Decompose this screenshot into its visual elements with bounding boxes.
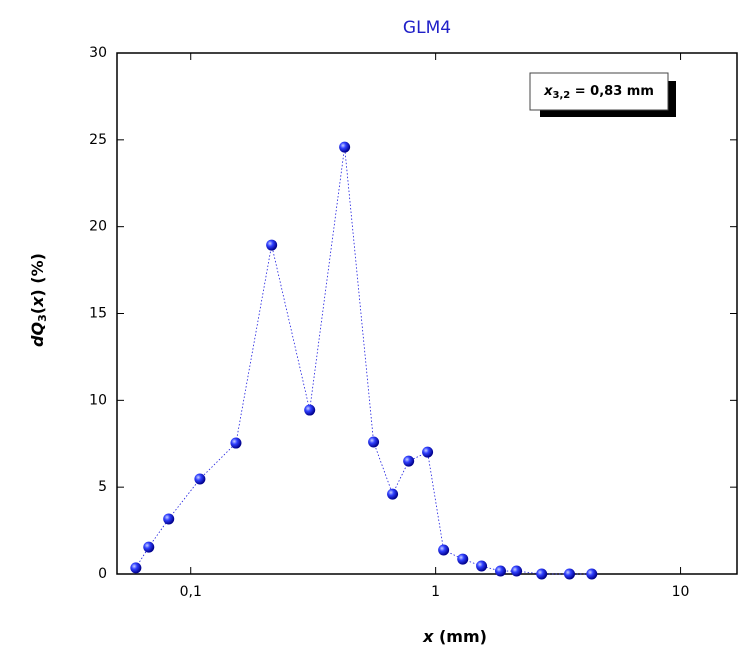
y-tick-label: 20: [89, 219, 107, 235]
data-point: [422, 446, 434, 458]
annotation-part: = 0,83 mm: [570, 84, 654, 99]
data-point: [476, 560, 488, 572]
y-axis-label-part: (: [28, 307, 47, 314]
x-tick-label: 0,1: [180, 584, 202, 600]
y-axis-label-part: dQ: [28, 322, 47, 347]
data-point: [586, 568, 598, 580]
y-tick-label: 5: [98, 479, 107, 495]
data-point: [495, 565, 507, 577]
data-point: [194, 473, 206, 485]
annotation-box: [529, 72, 669, 111]
data-point: [266, 239, 278, 251]
data-point: [339, 141, 351, 153]
data-point: [368, 436, 380, 448]
y-axis-label-part: 3: [36, 314, 49, 322]
x-axis-label-part: x: [422, 627, 434, 646]
annotation-part: 3,2: [553, 90, 571, 101]
plot-frame: [116, 52, 738, 575]
data-point: [143, 541, 155, 553]
data-point: [438, 544, 450, 556]
data-point: [130, 562, 142, 574]
annotation-part: x: [543, 84, 553, 99]
y-axis-label-part: ) (%): [28, 253, 47, 297]
data-point: [304, 404, 316, 416]
x-axis-label-part: (mm): [433, 627, 487, 646]
data-point: [564, 568, 576, 580]
y-tick-label: 15: [89, 306, 107, 322]
y-tick-label: 0: [98, 566, 107, 582]
data-point: [387, 488, 399, 500]
data-point: [511, 565, 523, 577]
y-axis-label-part: x: [28, 296, 47, 308]
data-point: [230, 437, 242, 449]
y-tick-label: 25: [89, 132, 107, 148]
annotation: x3,2 = 0,83 mm: [543, 84, 654, 102]
y-axis-label: dQ3(x) (%): [28, 253, 50, 347]
x-tick-label: 1: [431, 584, 440, 600]
y-tick-label: 10: [89, 392, 107, 408]
x-axis-label: x (mm): [422, 627, 487, 646]
series-line: [135, 147, 592, 575]
data-point: [536, 568, 548, 580]
data-point: [403, 455, 415, 467]
chart-title: GLM4: [403, 18, 451, 38]
y-tick-label: 30: [89, 45, 107, 61]
data-point: [163, 513, 175, 525]
data-point: [457, 553, 469, 565]
x-tick-label: 10: [672, 584, 690, 600]
